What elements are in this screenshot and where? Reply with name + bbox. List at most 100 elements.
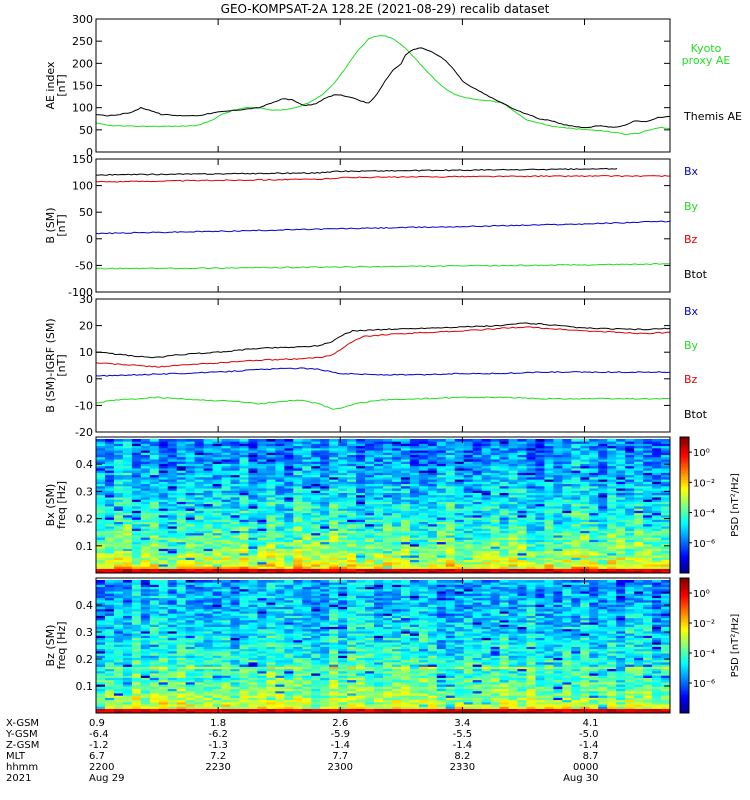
spectrogram-cell [607,539,617,543]
spectrogram-cell [400,546,411,549]
spectrogram-cell [383,476,393,480]
spectrogram-cell [176,617,187,621]
spectrogram-cell [194,559,205,563]
spectrogram-cell [203,508,213,511]
spectrogram-cell [203,550,213,554]
spectrogram-cell [185,628,196,632]
spectrogram-cell [212,445,222,449]
spectrogram-cell [221,512,231,516]
spectrogram-cell [203,541,213,545]
spectrogram-cell [445,535,456,538]
spectrogram-cell [96,690,106,694]
spectrogram-cell [598,526,608,529]
spectrogram-cell [499,492,509,496]
spectrogram-cell [311,514,321,518]
spectrogram-cell [131,503,142,507]
spectrogram-cell [131,561,142,565]
spectrogram-cell [185,653,196,656]
spectrogram-cell [275,452,285,456]
spectrogram-cell [230,468,240,471]
y-axis-label: B (SM)-IGRF (SM) [44,318,57,412]
spectrogram-cell [481,439,492,442]
spectrogram-cell [167,679,178,683]
spectrogram-cell [185,633,196,636]
spectrogram-cell [203,608,213,612]
spectrogram-cell [607,452,617,456]
spectrogram-cell [598,470,608,473]
spectrogram-cell [347,546,357,549]
spectrogram-cell [427,541,438,545]
spectrogram-cell [338,463,348,467]
spectrogram-cell [347,476,357,480]
spectrogram-cell [374,476,384,480]
spectrogram-cell [212,635,222,639]
spectrogram-cell [607,447,617,451]
spectrogram-cell [131,646,142,650]
spectrogram-cell [311,474,321,478]
panel-frame [95,298,671,433]
spectrogram-cell [284,570,294,574]
spectrogram-cell [96,535,106,538]
spectrogram-cell [293,566,303,569]
colorbar-tick-label: 10⁻⁶ [693,539,715,550]
spectrogram-cell [580,526,590,529]
spectrogram-cell [652,452,662,456]
spectrogram-cell [221,695,231,698]
spectrogram-cell [230,646,240,650]
spectrogram-cell [517,546,527,549]
spectrogram-cell [185,488,196,491]
spectrogram-cell [436,532,447,536]
spectrogram-cell [293,530,303,534]
colorbar-cell [680,443,689,447]
spectrogram-cell [149,456,160,460]
spectrogram-cell [149,639,160,643]
spectrogram-cell [427,526,438,529]
spectrogram-cell [472,445,483,449]
spectrogram-cell [338,561,348,565]
spectrogram-cell [625,450,635,453]
spectrogram-cell [167,599,178,603]
spectrogram-cell [535,514,545,518]
spectrogram-cell [580,523,590,527]
spectrogram-cell [266,541,276,545]
spectrogram-cell [158,452,169,456]
colorbar-cell [680,536,689,540]
spectrogram-cell [176,595,187,599]
spectrogram-cell [625,476,635,480]
spectrogram-cell [149,461,160,464]
spectrogram-cell [203,602,213,605]
spectrogram-cell [248,537,258,540]
spectrogram-cell [293,445,303,449]
spectrogram-cell [221,564,231,567]
spectrogram-cell [248,492,258,496]
spectrogram-cell [167,642,178,645]
spectrogram-cell [374,526,384,529]
spectrogram-cell [194,670,205,674]
spectrogram-cell [481,543,492,547]
spectrogram-cell [634,530,644,534]
spectrogram-cell [571,570,581,574]
spectrogram-cell [499,559,509,563]
spectrogram-cell [490,559,500,563]
spectrogram-cell [140,648,151,652]
spectrogram-cell [257,481,267,485]
spectrogram-cell [418,461,429,464]
spectrogram-cell [131,501,142,505]
spectrogram-cell [149,450,160,453]
colorbar-cell [680,505,689,508]
spectrogram-cell [356,501,366,505]
spectrogram-cell [652,517,662,520]
spectrogram-cell [185,546,196,549]
spectrogram-cell [526,528,536,531]
spectrogram-cell [508,488,518,491]
spectrogram-cell [149,506,160,509]
spectrogram-cell [284,535,294,538]
spectrogram-cell [311,450,321,453]
colorbar-cell [680,457,689,461]
spectrogram-cell [113,517,124,520]
spectrogram-cell [185,613,196,616]
spectrogram-cell [481,461,492,464]
spectrogram-cell [329,490,339,493]
spectrogram-cell [338,559,348,563]
spectrogram-cell [158,597,169,601]
